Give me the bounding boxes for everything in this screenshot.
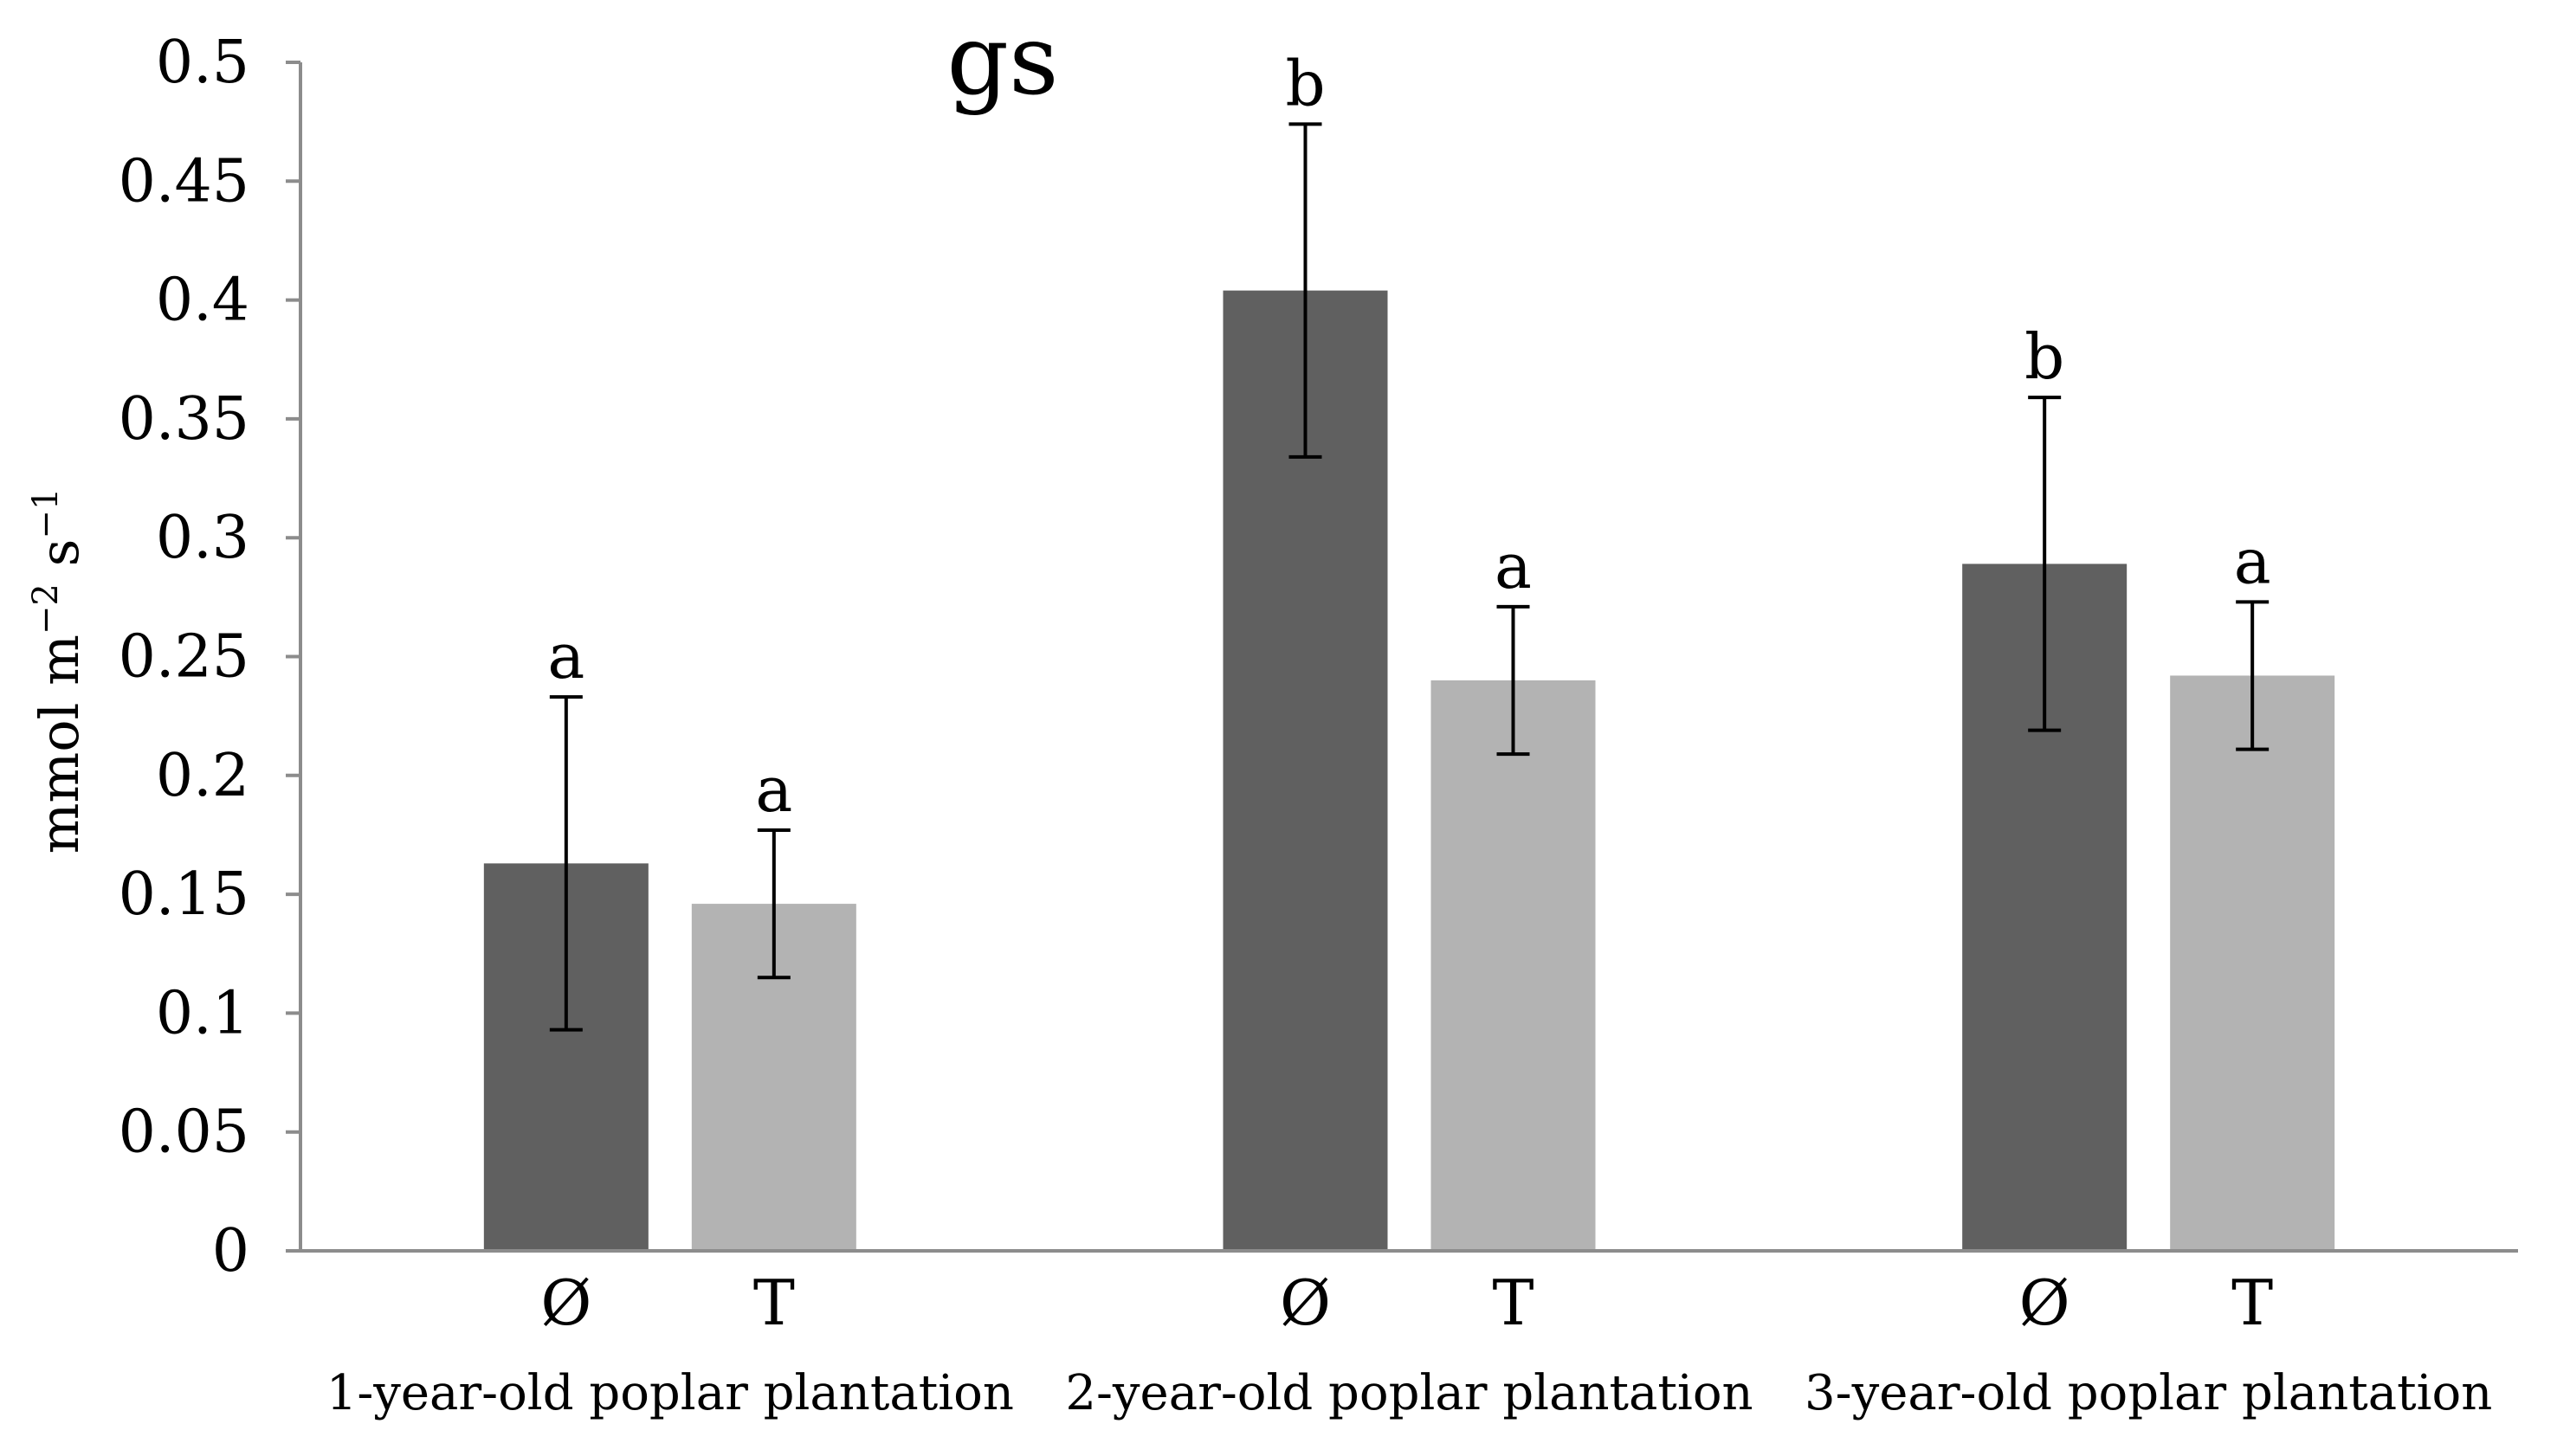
y-tick-label: 0: [212, 1217, 249, 1285]
y-tick-label: 0.4: [156, 267, 249, 335]
bar-label: T: [753, 1266, 795, 1339]
bar: [1430, 680, 1596, 1251]
y-tick-label: 0.35: [119, 385, 249, 454]
y-tick-label: 0.2: [156, 742, 249, 810]
y-axis: 0 0.05 0.1 0.15 0.2 0.25 0.3 0.35 0.4 0.45 0.5: [119, 29, 300, 1285]
bars: [483, 290, 2335, 1252]
y-axis-label-mid: s: [28, 539, 91, 584]
bar-label: Ø: [2019, 1266, 2070, 1339]
group-label: 1-year-old poplar plantation: [326, 1365, 1014, 1421]
significance-letter: a: [755, 753, 792, 826]
y-tick-label: 0.1: [156, 979, 249, 1047]
significance-letter: a: [2234, 525, 2271, 597]
y-tick-label: 0.25: [119, 623, 249, 692]
y-axis-label-main: mmol m: [28, 635, 91, 854]
y-tick-label: 0.5: [156, 29, 249, 97]
significance-letter: a: [547, 620, 584, 693]
y-axis-label: mmol m−2 s−1: [26, 488, 91, 854]
bar-label: Ø: [1280, 1266, 1331, 1339]
y-axis-label-exp1: −2: [26, 583, 66, 635]
y-tick-label: 0.05: [119, 1098, 249, 1167]
bar-label: T: [1492, 1266, 1534, 1339]
bar-label: T: [2231, 1266, 2273, 1339]
bar-label: Ø: [540, 1266, 591, 1339]
chart-title: gs: [946, 4, 1058, 117]
group-label: 2-year-old poplar plantation: [1065, 1365, 1753, 1421]
y-tick-label: 0.3: [156, 504, 249, 572]
significance-letter: a: [1495, 530, 1532, 602]
bar: [2170, 675, 2335, 1251]
y-tick-label: 0.45: [119, 147, 249, 216]
group-label: 3-year-old poplar plantation: [1805, 1365, 2492, 1421]
significance-letters: a a b a b a: [547, 47, 2270, 826]
y-axis-label-exp2: −1: [26, 488, 66, 539]
error-bars: [549, 122, 2270, 1032]
y-tick-label: 0.15: [119, 860, 249, 929]
significance-letter: b: [2024, 320, 2064, 393]
significance-letter: b: [1285, 47, 1325, 119]
x-axis: Ø T 1-year-old poplar plantation Ø T 2-year-o…: [326, 1266, 2493, 1421]
